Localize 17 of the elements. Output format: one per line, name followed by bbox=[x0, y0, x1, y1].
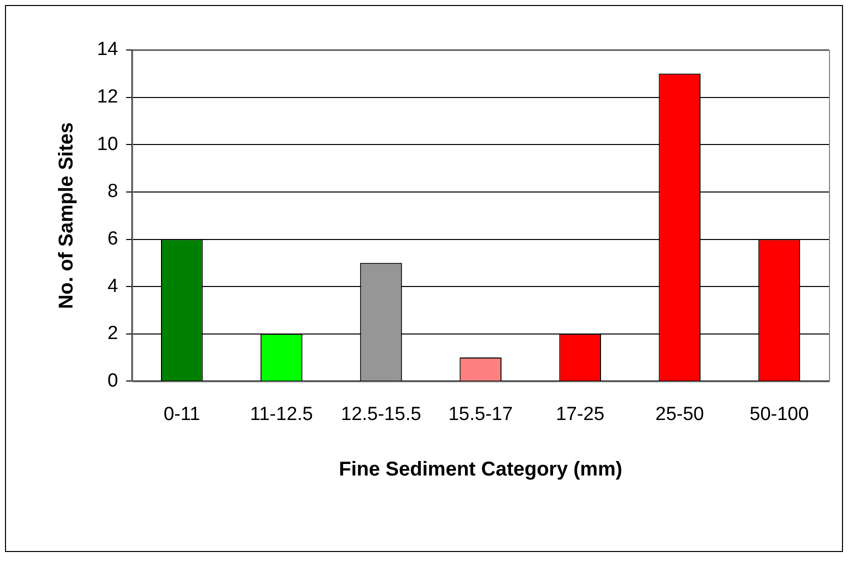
y-tick-label: 10 bbox=[96, 134, 118, 155]
y-tick-label: 4 bbox=[108, 276, 119, 297]
x-tick-label: 15.5-17 bbox=[448, 404, 513, 425]
y-tick-label: 6 bbox=[108, 228, 118, 250]
x-axis-title: Fine Sediment Category (mm) bbox=[338, 458, 622, 481]
y-tick-label: 2 bbox=[108, 323, 118, 344]
y-tick-label: 0 bbox=[108, 370, 118, 392]
y-tick-label: 8 bbox=[108, 181, 118, 202]
x-tick-label: 25-50 bbox=[655, 404, 704, 425]
x-tick-label: 0-11 bbox=[164, 404, 200, 425]
x-tick-label: 17-25 bbox=[556, 404, 604, 425]
y-axis-title: No. of Sample Sites bbox=[56, 122, 78, 309]
x-tick-label: 50-100 bbox=[750, 404, 809, 425]
x-tick-label: 12.5-15.5 bbox=[340, 404, 422, 425]
x-tick-label: 11-12.5 bbox=[250, 404, 313, 425]
y-tick-label: 12 bbox=[96, 86, 118, 108]
y-tick-label: 14 bbox=[96, 39, 119, 60]
